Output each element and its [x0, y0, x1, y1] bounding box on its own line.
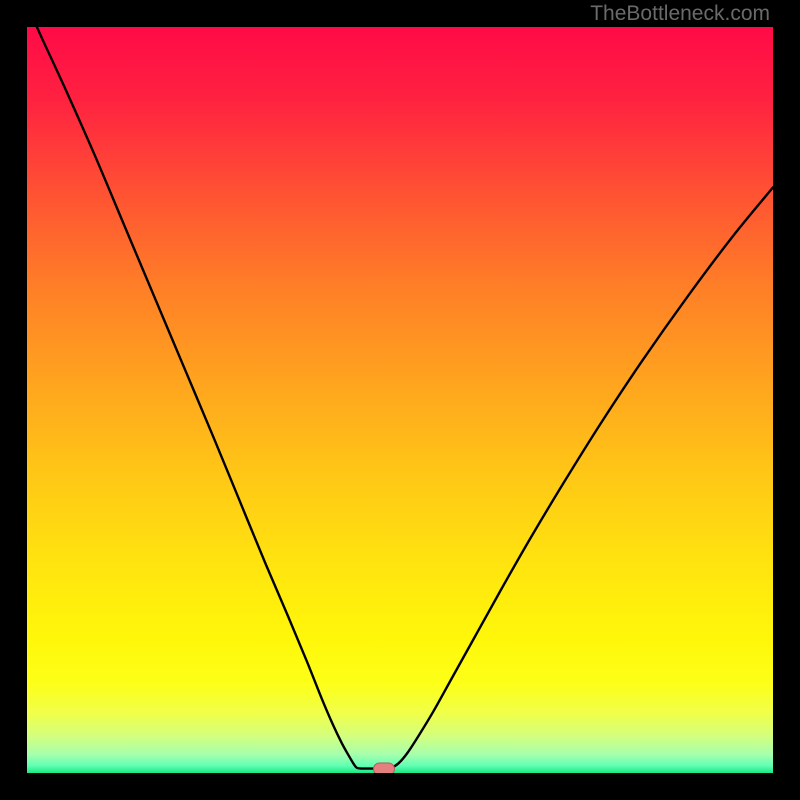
minimum-marker	[373, 762, 395, 773]
plot-area	[27, 27, 773, 773]
outer-frame: TheBottleneck.com	[0, 0, 800, 800]
gradient-background	[27, 27, 773, 773]
watermark-text: TheBottleneck.com	[590, 2, 770, 26]
